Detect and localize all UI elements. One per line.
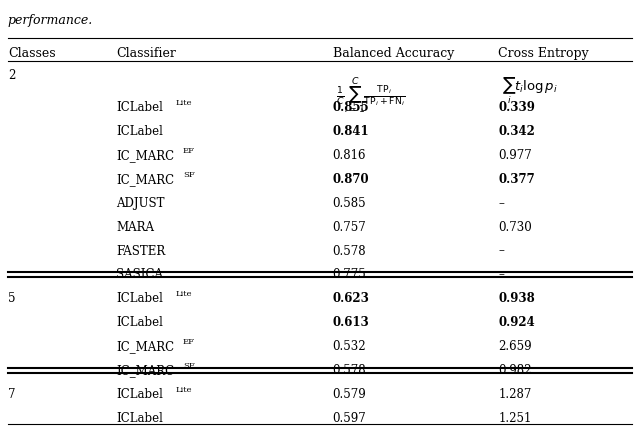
Text: 0.613: 0.613 (333, 316, 369, 329)
Text: ICLabel: ICLabel (116, 412, 163, 425)
Text: 0.578: 0.578 (333, 245, 366, 257)
Text: 2: 2 (8, 69, 15, 82)
Text: ICLabel: ICLabel (116, 101, 163, 114)
Text: 0.816: 0.816 (333, 149, 366, 162)
Text: 0.841: 0.841 (333, 125, 369, 138)
Text: performance.: performance. (8, 14, 93, 28)
Text: IC_MARC: IC_MARC (116, 340, 174, 353)
Text: IC_MARC: IC_MARC (116, 173, 174, 186)
Text: IC_MARC: IC_MARC (116, 364, 174, 377)
Text: $\sum_{i}t_{i}\log p_{i}$: $\sum_{i}t_{i}\log p_{i}$ (502, 75, 557, 106)
Text: 7: 7 (8, 388, 15, 401)
Text: MARA: MARA (116, 221, 154, 234)
Text: 0.532: 0.532 (333, 340, 366, 353)
Text: 1.251: 1.251 (499, 412, 532, 425)
Text: ICLabel: ICLabel (116, 316, 163, 329)
Text: –: – (499, 268, 504, 281)
Text: 0.597: 0.597 (333, 412, 367, 425)
Text: 0.870: 0.870 (333, 173, 369, 186)
Text: 0.377: 0.377 (499, 173, 535, 186)
Text: –: – (499, 245, 504, 257)
Text: –: – (499, 197, 504, 210)
Text: IC_MARC: IC_MARC (116, 149, 174, 162)
Text: 0.775: 0.775 (333, 268, 367, 281)
Text: ICLabel: ICLabel (116, 292, 163, 305)
Text: 0.977: 0.977 (499, 149, 532, 162)
Text: EF: EF (183, 147, 195, 155)
Text: 5: 5 (8, 292, 15, 305)
Text: SF: SF (183, 171, 195, 179)
Text: 0.623: 0.623 (333, 292, 370, 305)
Text: 1.287: 1.287 (499, 388, 532, 401)
Text: Lite: Lite (175, 386, 192, 394)
Text: 0.982: 0.982 (499, 364, 532, 377)
Text: 0.938: 0.938 (499, 292, 535, 305)
Text: 0.730: 0.730 (499, 221, 532, 234)
Text: Classes: Classes (8, 47, 56, 60)
Text: Lite: Lite (175, 290, 192, 298)
Text: 0.757: 0.757 (333, 221, 367, 234)
Text: $\frac{1}{C}\sum_{i=1}^{C}\frac{\mathrm{TP}_{i}}{\mathrm{TP}_{i}+\mathrm{FN}_{i}: $\frac{1}{C}\sum_{i=1}^{C}\frac{\mathrm{… (336, 75, 405, 116)
Text: 0.855: 0.855 (333, 101, 369, 114)
Text: 0.578: 0.578 (333, 364, 366, 377)
Text: Cross Entropy: Cross Entropy (499, 47, 589, 60)
Text: ICLabel: ICLabel (116, 388, 163, 401)
Text: SF: SF (183, 362, 195, 370)
Text: 0.339: 0.339 (499, 101, 535, 114)
Text: Classifier: Classifier (116, 47, 176, 60)
Text: SASICA: SASICA (116, 268, 163, 281)
Text: 0.342: 0.342 (499, 125, 535, 138)
Text: 2.659: 2.659 (499, 340, 532, 353)
Text: EF: EF (183, 338, 195, 346)
Text: FASTER: FASTER (116, 245, 165, 257)
Text: 0.579: 0.579 (333, 388, 367, 401)
Text: ICLabel: ICLabel (116, 125, 163, 138)
Text: Lite: Lite (175, 99, 192, 107)
Text: 0.585: 0.585 (333, 197, 366, 210)
Text: 0.924: 0.924 (499, 316, 535, 329)
Text: ADJUST: ADJUST (116, 197, 164, 210)
Text: Balanced Accuracy: Balanced Accuracy (333, 47, 454, 60)
